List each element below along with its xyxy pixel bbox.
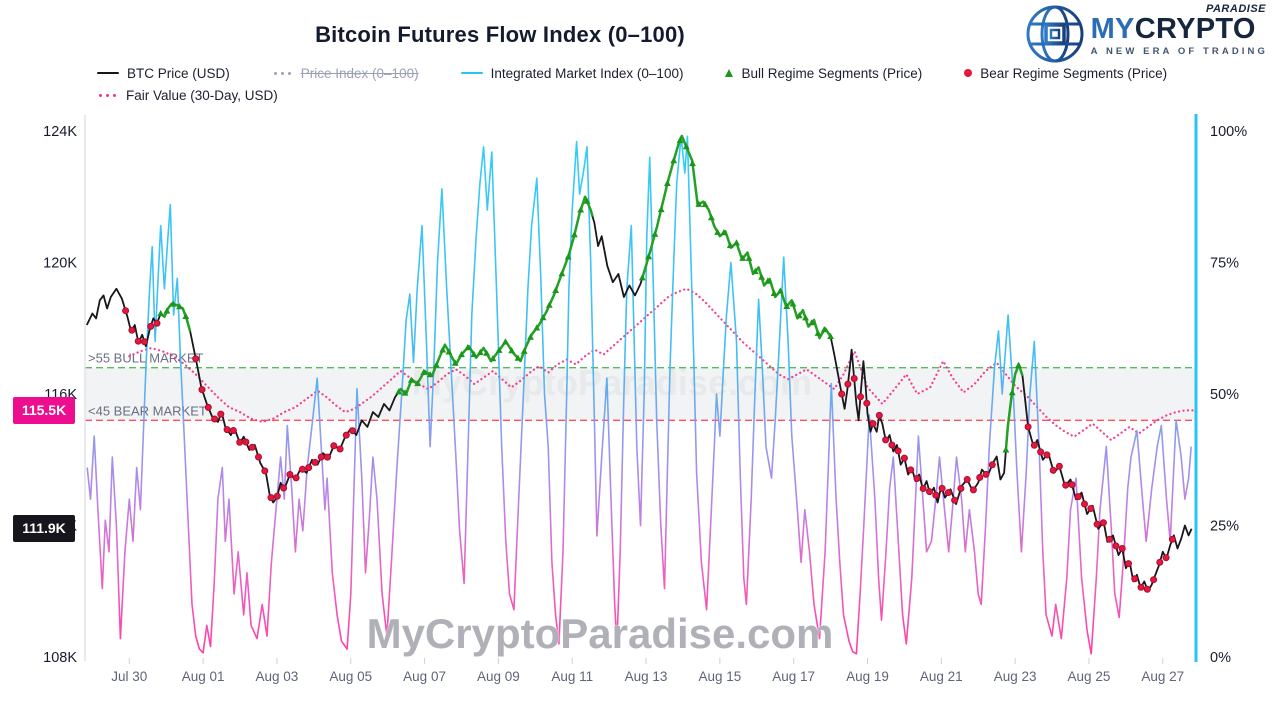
x-axis-label: Aug 07: [403, 669, 446, 684]
x-axis-label: Aug 27: [1141, 669, 1184, 684]
triangle-marker-icon: [725, 69, 734, 77]
brand-text: PARADISE MYCRYPTO A NEW ERA OF TRADING: [1091, 2, 1268, 57]
price-axis-label: 120K: [43, 256, 77, 272]
index-axis-label: 75%: [1210, 256, 1239, 272]
line-marker-icon: [97, 71, 119, 75]
index-axis-label: 0%: [1210, 650, 1231, 666]
brand-tagline: A NEW ERA OF TRADING: [1090, 46, 1268, 58]
price-axis-label: 124K: [43, 124, 77, 140]
dots-marker-icon: [106, 93, 109, 97]
brand-my: MY: [1090, 13, 1135, 45]
x-axis-label: Aug 09: [477, 669, 520, 684]
x-axis-label: Aug 25: [1068, 669, 1111, 684]
legend-item-label: Integrated Market Index (0–100): [490, 65, 684, 81]
brand-logo: PARADISE MYCRYPTO A NEW ERA OF TRADING: [1023, 2, 1268, 66]
brand-word: MYCRYPTO: [1091, 14, 1268, 44]
legend: BTC Price (USD) Price Index (0–100) Integr…: [97, 62, 1167, 106]
index-axis: 0% 25% 50% 75% 100%: [1210, 124, 1247, 666]
x-axis-label: Aug 17: [772, 669, 815, 684]
legend-item-bull-regime-segments-price[interactable]: Bull Regime Segments (Price): [725, 66, 922, 81]
legend-item-label: Fair Value (30-Day, USD): [126, 87, 278, 103]
x-axis-label: Aug 01: [182, 669, 225, 684]
x-axis: Jul 30 Aug 01 Aug 03 Aug 05 Aug 07 Aug 09 Aug …: [111, 658, 1184, 684]
bear-regime-markers: [122, 307, 1176, 593]
x-axis-label: Aug 13: [625, 669, 668, 684]
legend-row-1: BTC Price (USD) Price Index (0–100) Integr…: [97, 62, 1167, 84]
integrated-index-line: [86, 135, 1192, 655]
legend-item-integrated-market-index-0-100[interactable]: Integrated Market Index (0–100): [460, 65, 684, 81]
x-axis-label: Aug 11: [551, 669, 593, 684]
legend-row-2: Fair Value (30-Day, USD): [97, 84, 1167, 106]
x-axis-label: Aug 03: [256, 669, 299, 684]
x-axis-label: Aug 23: [994, 669, 1037, 684]
dots-marker-icon: [280, 71, 284, 75]
plot-area[interactable]: [85, 115, 1196, 661]
legend-item-label: BTC Price (USD): [127, 65, 230, 81]
price-axis: 108K112K116K120K124K: [43, 124, 77, 666]
globe-chip-icon: [1026, 5, 1084, 63]
legend-item-label: Price Index (0–100): [300, 65, 419, 81]
axis-badge-111.9k: 111.9K: [13, 515, 75, 543]
legend-item-label: Bear Regime Segments (Price): [980, 65, 1168, 81]
bull-regime-markers: [157, 136, 1022, 453]
x-axis-label: Jul 30: [111, 669, 147, 684]
x-axis-label: Aug 19: [846, 669, 889, 684]
brand-paradise: PARADISE: [1205, 3, 1266, 15]
brand-crypto: CRYPTO: [1134, 13, 1256, 45]
legend-item-btc-price-usd[interactable]: BTC Price (USD): [97, 66, 230, 81]
legend-item-label: Bull Regime Segments (Price): [741, 65, 923, 81]
chart-title: Bitcoin Futures Flow Index (0–100): [315, 22, 685, 47]
line-marker-icon: [460, 71, 483, 75]
x-axis-label: Aug 05: [329, 669, 372, 684]
index-axis-label: 25%: [1210, 519, 1239, 535]
legend-item-price-index-0-100[interactable]: Price Index (0–100): [272, 66, 419, 81]
price-axis-label: 108K: [43, 650, 77, 666]
bear-threshold-label: <45 BEAR MARKET: [88, 403, 207, 418]
legend-item-fair-value-30-day-usd[interactable]: Fair Value (30-Day, USD): [97, 88, 278, 103]
fair-value-line: [128, 287, 1195, 442]
circle-marker-icon: [964, 69, 973, 77]
axis-badge-115.5k: 115.5K: [13, 396, 75, 424]
index-axis-label: 50%: [1210, 387, 1239, 403]
index-axis-label: 100%: [1210, 124, 1247, 140]
x-axis-label: Aug 21: [920, 669, 963, 684]
legend-item-bear-regime-segments-price[interactable]: Bear Regime Segments (Price): [964, 66, 1167, 81]
x-axis-label: Aug 15: [698, 669, 741, 684]
